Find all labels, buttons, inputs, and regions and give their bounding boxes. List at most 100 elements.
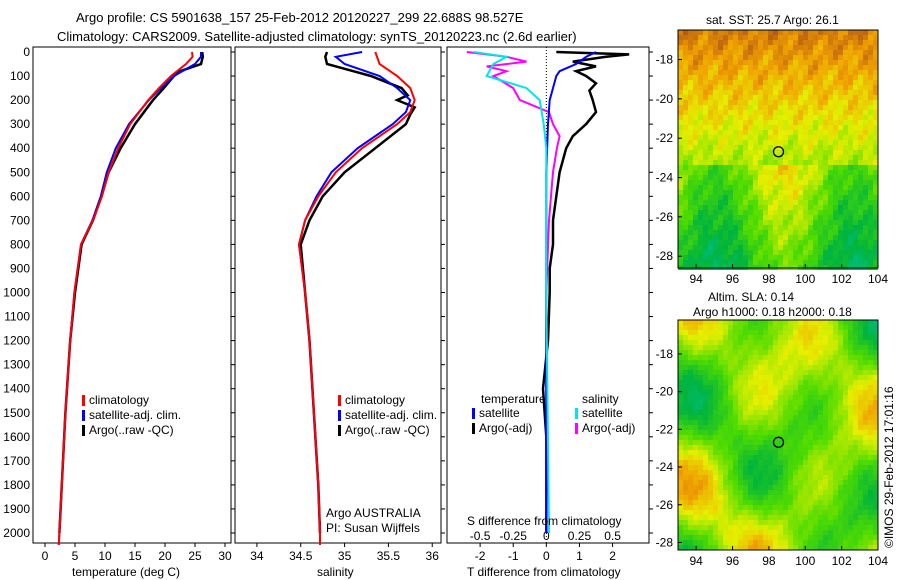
map-cell (693, 470, 698, 475)
map-cell (843, 390, 848, 395)
map-cell (753, 490, 758, 495)
map-cell (788, 425, 793, 430)
map-cell (683, 520, 688, 525)
map-cell (738, 530, 743, 535)
map-cell (733, 425, 738, 430)
map-cell (683, 55, 688, 60)
map-cell (773, 535, 778, 540)
map-cell (678, 490, 683, 495)
map-cell (758, 545, 763, 550)
map-cell (823, 525, 828, 530)
map-cell (788, 140, 793, 145)
map-cell (873, 235, 878, 240)
map-cell (763, 165, 768, 170)
map-cell (758, 95, 763, 100)
map-cell (728, 400, 733, 405)
map-cell (678, 460, 683, 465)
map-cell (733, 150, 738, 155)
map-cell (783, 190, 788, 195)
map-cell (813, 160, 818, 165)
map-cell (703, 170, 708, 175)
map-cell (738, 465, 743, 470)
map-cell (853, 455, 858, 460)
map-cell (863, 115, 868, 120)
map-cell (798, 455, 803, 460)
map-cell (843, 170, 848, 175)
map-cell (863, 235, 868, 240)
map-cell (788, 485, 793, 490)
map-cell (718, 475, 723, 480)
map-cell (728, 205, 733, 210)
map-cell (748, 120, 753, 125)
map-cell (723, 450, 728, 455)
map-cell (783, 385, 788, 390)
map-cell (868, 135, 873, 140)
map-cell (758, 330, 763, 335)
map-cell (798, 130, 803, 135)
map-cell (858, 190, 863, 195)
map-cell (808, 195, 813, 200)
map-cell (868, 465, 873, 470)
map-cell (688, 355, 693, 360)
map-cell (793, 425, 798, 430)
map-cell (683, 395, 688, 400)
map-cell (873, 100, 878, 105)
map-cell (818, 340, 823, 345)
map-cell (838, 435, 843, 440)
map-cell (748, 530, 753, 535)
map-cell (778, 260, 783, 265)
map-cell (778, 165, 783, 170)
map-cell (813, 85, 818, 90)
map-cell (698, 400, 703, 405)
map-cell (733, 535, 738, 540)
map-cell (803, 140, 808, 145)
map-cell (748, 360, 753, 365)
map-cell (858, 370, 863, 375)
map-cell (848, 465, 853, 470)
map-cell (703, 160, 708, 165)
map-cell (813, 260, 818, 265)
map-cell (793, 540, 798, 545)
legend-label: Argo(..raw -QC) (345, 423, 430, 437)
map-cell (838, 175, 843, 180)
map-cell (758, 320, 763, 325)
map-cell (683, 85, 688, 90)
map-cell (818, 30, 823, 35)
map-cell (753, 80, 758, 85)
map-cell (823, 425, 828, 430)
map-cell (838, 150, 843, 155)
map-cell (753, 140, 758, 145)
map-cell (808, 250, 813, 255)
map-cell (858, 170, 863, 175)
map-cell (763, 515, 768, 520)
map-cell (793, 175, 798, 180)
map-cell (828, 225, 833, 230)
map-cell (873, 150, 878, 155)
map-cell (813, 150, 818, 155)
map-cell (783, 505, 788, 510)
map-cell (768, 465, 773, 470)
map-cell (818, 355, 823, 360)
map-cell (783, 115, 788, 120)
map-cell (678, 260, 683, 265)
map-cell (858, 90, 863, 95)
map-cell (783, 165, 788, 170)
map-cell (783, 180, 788, 185)
map-cell (843, 465, 848, 470)
map-cell (688, 80, 693, 85)
map-cell (698, 130, 703, 135)
map-cell (688, 405, 693, 410)
map-cell (753, 450, 758, 455)
map-cell (738, 240, 743, 245)
map-cell (828, 540, 833, 545)
map-cell (718, 425, 723, 430)
map-cell (853, 70, 858, 75)
map-cell (713, 475, 718, 480)
map-cell (768, 480, 773, 485)
map-cell (758, 475, 763, 480)
map-cell (758, 240, 763, 245)
map-cell (723, 355, 728, 360)
map-cell (778, 210, 783, 215)
map-cell (758, 500, 763, 505)
map-cell (693, 75, 698, 80)
